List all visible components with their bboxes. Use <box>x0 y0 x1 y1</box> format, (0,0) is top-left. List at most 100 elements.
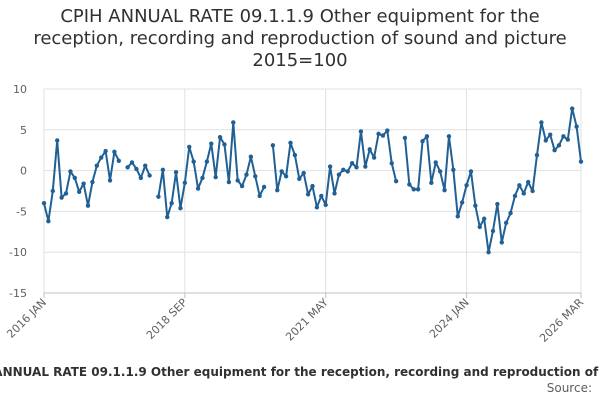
data-point[interactable] <box>490 228 496 234</box>
data-point[interactable] <box>530 188 535 194</box>
data-point[interactable] <box>371 155 377 160</box>
data-point[interactable] <box>415 187 421 192</box>
data-point[interactable] <box>455 214 460 219</box>
data-point[interactable] <box>99 155 104 160</box>
data-point[interactable] <box>525 179 531 185</box>
data-point[interactable] <box>578 159 584 164</box>
data-point[interactable] <box>195 186 201 191</box>
data-point[interactable] <box>468 169 474 174</box>
data-point[interactable] <box>72 175 78 181</box>
data-point[interactable] <box>481 216 487 221</box>
data-point[interactable] <box>116 158 122 164</box>
data-point[interactable] <box>442 187 447 193</box>
data-point[interactable] <box>539 120 544 125</box>
data-point[interactable] <box>213 174 218 180</box>
data-point[interactable] <box>363 164 368 169</box>
data-point[interactable] <box>534 152 540 158</box>
data-point[interactable] <box>565 137 570 142</box>
data-point[interactable] <box>393 179 399 184</box>
data-point[interactable] <box>380 133 386 138</box>
data-point[interactable] <box>68 169 73 174</box>
data-point[interactable] <box>358 129 364 134</box>
data-point[interactable] <box>345 169 350 174</box>
data-point[interactable] <box>385 128 390 133</box>
data-point[interactable] <box>319 193 324 199</box>
data-point[interactable] <box>147 173 152 178</box>
data-point[interactable] <box>429 180 434 186</box>
data-point[interactable] <box>103 148 108 154</box>
data-point[interactable] <box>464 183 469 188</box>
data-point[interactable] <box>239 183 245 189</box>
data-point[interactable] <box>41 201 47 206</box>
data-point[interactable] <box>257 193 262 199</box>
data-point[interactable] <box>446 134 452 139</box>
data-point[interactable] <box>574 124 579 129</box>
data-point[interactable] <box>323 202 328 208</box>
data-point[interactable] <box>231 120 236 125</box>
data-point[interactable] <box>90 179 95 185</box>
data-point[interactable] <box>134 166 139 172</box>
data-point[interactable] <box>209 141 214 146</box>
data-point[interactable] <box>143 163 148 168</box>
data-point[interactable] <box>204 159 210 164</box>
data-point[interactable] <box>336 172 342 177</box>
data-point[interactable] <box>314 205 320 210</box>
data-point[interactable] <box>235 178 240 183</box>
data-point[interactable] <box>407 182 412 187</box>
data-point[interactable] <box>411 187 416 192</box>
data-point[interactable] <box>473 203 478 208</box>
data-point[interactable] <box>420 139 425 144</box>
data-point[interactable] <box>85 203 91 208</box>
data-point[interactable] <box>217 134 223 140</box>
data-point[interactable] <box>486 250 491 255</box>
data-point[interactable] <box>292 152 298 158</box>
data-point[interactable] <box>283 174 289 179</box>
data-point[interactable] <box>125 165 130 170</box>
data-point[interactable] <box>94 163 100 168</box>
data-point[interactable] <box>433 160 438 165</box>
data-point[interactable] <box>305 192 311 197</box>
data-point[interactable] <box>508 210 513 216</box>
data-point[interactable] <box>173 170 179 175</box>
data-point[interactable] <box>226 179 232 185</box>
data-point[interactable] <box>160 167 166 172</box>
data-point[interactable] <box>187 144 192 150</box>
data-point[interactable] <box>297 176 302 181</box>
data-point[interactable] <box>275 187 280 193</box>
data-point[interactable] <box>50 188 56 194</box>
data-point[interactable] <box>552 148 557 153</box>
data-point[interactable] <box>288 140 293 146</box>
data-point[interactable] <box>310 183 315 189</box>
data-point[interactable] <box>156 194 161 199</box>
data-point[interactable] <box>341 167 346 172</box>
data-point[interactable] <box>77 189 82 195</box>
data-point[interactable] <box>63 191 69 196</box>
data-point[interactable] <box>556 143 562 148</box>
data-point[interactable] <box>253 174 258 179</box>
data-point[interactable] <box>424 134 430 139</box>
data-point[interactable] <box>107 178 113 183</box>
data-point[interactable] <box>503 220 509 226</box>
data-point[interactable] <box>46 218 51 224</box>
data-point[interactable] <box>495 201 500 207</box>
data-point[interactable] <box>354 165 359 170</box>
data-point[interactable] <box>112 149 117 155</box>
data-point[interactable] <box>261 184 267 190</box>
data-point[interactable] <box>222 142 227 147</box>
data-point[interactable] <box>512 193 518 199</box>
data-point[interactable] <box>270 143 276 148</box>
data-point[interactable] <box>55 138 60 143</box>
data-point[interactable] <box>376 131 381 137</box>
data-point[interactable] <box>182 180 188 186</box>
data-point[interactable] <box>129 160 135 165</box>
data-point[interactable] <box>81 181 86 186</box>
data-point[interactable] <box>389 161 394 166</box>
data-point[interactable] <box>191 159 196 164</box>
data-point[interactable] <box>451 167 456 172</box>
data-point[interactable] <box>402 135 408 141</box>
data-point[interactable] <box>327 164 333 169</box>
data-point[interactable] <box>138 175 144 181</box>
data-point[interactable] <box>178 205 183 211</box>
data-point[interactable] <box>499 240 504 245</box>
data-point[interactable] <box>459 200 465 205</box>
